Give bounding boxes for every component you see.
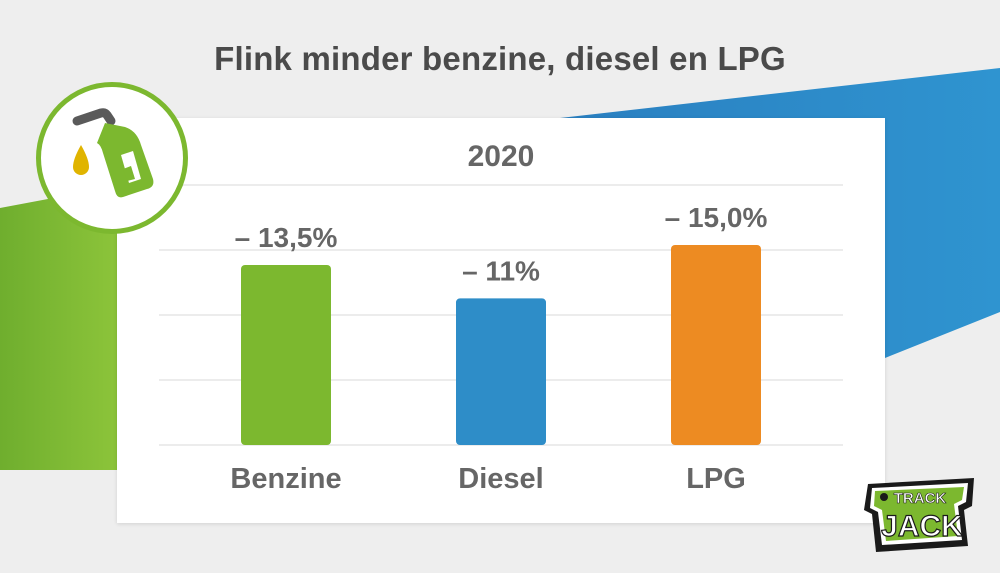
chart-card: 2020 – 13,5% Benzine – 11% Diesel – 15,0% LPG: [117, 118, 885, 523]
fuel-icon-badge: [36, 82, 188, 234]
wifi-icon: [880, 493, 888, 501]
category-label: Benzine: [230, 463, 341, 495]
data-label: – 11%: [462, 255, 540, 286]
category-label: Diesel: [458, 463, 543, 495]
bar-diesel: [456, 298, 546, 445]
main-title: Flink minder benzine, diesel en LPG: [214, 40, 786, 77]
trackjack-logo: TRACK JACK: [864, 478, 974, 552]
category-label: LPG: [686, 463, 746, 495]
bar-chart: 2020 – 13,5% Benzine – 11% Diesel – 15,0% LPG: [159, 140, 843, 495]
bar-benzine: [241, 265, 331, 445]
data-label: – 15,0%: [665, 202, 768, 233]
fuel-pump-nozzle-icon: [72, 108, 154, 198]
logo-text-track: TRACK: [894, 490, 947, 507]
green-stripe: [0, 186, 117, 470]
bar-lpg: [671, 245, 761, 445]
blue-stripe: [560, 68, 1000, 360]
data-label: – 13,5%: [235, 222, 338, 253]
chart-title: 2020: [468, 140, 535, 173]
logo-text-jack: JACK: [881, 510, 963, 543]
